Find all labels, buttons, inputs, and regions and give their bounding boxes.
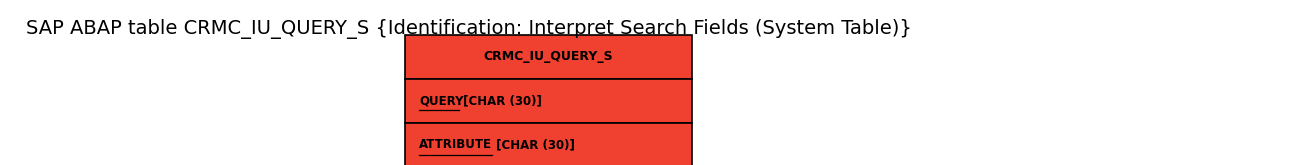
Text: [CHAR (30)]: [CHAR (30)] [459, 94, 543, 107]
Text: [CHAR (30)]: [CHAR (30)] [492, 138, 574, 151]
FancyBboxPatch shape [405, 35, 692, 79]
FancyBboxPatch shape [405, 79, 692, 123]
Text: ATTRIBUTE: ATTRIBUTE [419, 138, 492, 151]
Text: CRMC_IU_QUERY_S: CRMC_IU_QUERY_S [483, 50, 613, 63]
Text: QUERY: QUERY [419, 94, 463, 107]
Text: SAP ABAP table CRMC_IU_QUERY_S {Identification: Interpret Search Fields (System : SAP ABAP table CRMC_IU_QUERY_S {Identifi… [26, 19, 912, 39]
FancyBboxPatch shape [405, 123, 692, 165]
